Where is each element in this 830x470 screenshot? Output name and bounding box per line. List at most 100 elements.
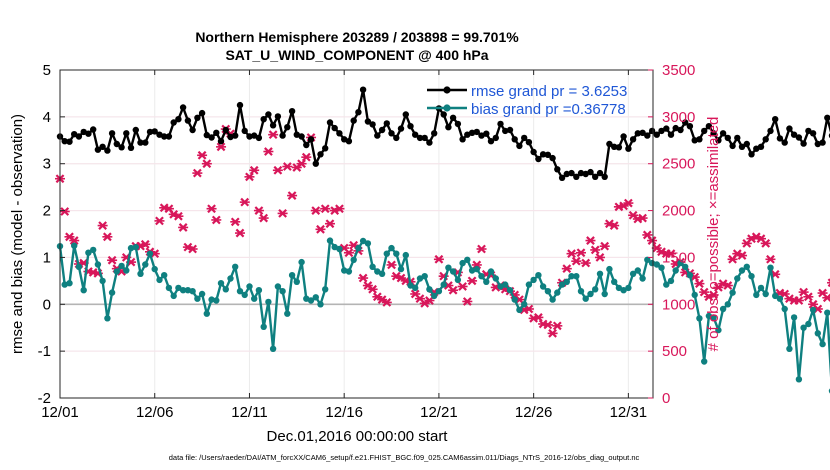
rmse-point bbox=[719, 130, 727, 137]
rmse-point bbox=[350, 117, 357, 124]
obs-point bbox=[230, 217, 241, 227]
obs-point bbox=[187, 244, 198, 254]
y-tick-label: -1 bbox=[38, 343, 51, 360]
rmse-point bbox=[322, 145, 329, 152]
obs-point bbox=[301, 152, 312, 162]
rmse-point bbox=[288, 108, 296, 115]
bias-point bbox=[66, 280, 73, 287]
bias-point bbox=[772, 292, 779, 300]
rmse-point bbox=[161, 133, 168, 140]
rmse-point bbox=[667, 131, 675, 138]
bias-point bbox=[629, 270, 637, 277]
rmse-point bbox=[506, 126, 514, 134]
bias-point bbox=[506, 287, 514, 294]
rmse-point bbox=[355, 109, 362, 116]
bias-point bbox=[336, 245, 343, 253]
rmse-point bbox=[170, 119, 177, 126]
bias-point bbox=[307, 297, 315, 304]
rmse-point bbox=[502, 127, 509, 135]
bias-point bbox=[653, 261, 660, 268]
x-tick-label: 12/06 bbox=[136, 404, 174, 421]
bias-point bbox=[691, 291, 698, 299]
bias-point bbox=[217, 280, 225, 287]
bias-point bbox=[397, 265, 405, 273]
obs-point bbox=[737, 251, 748, 260]
bias-point bbox=[364, 240, 372, 247]
rmse-point bbox=[530, 148, 537, 156]
y-tick-label: -2 bbox=[38, 390, 51, 407]
bias-point bbox=[710, 314, 717, 321]
bias-point bbox=[378, 270, 386, 277]
rmse-point bbox=[800, 140, 807, 147]
bias-point bbox=[435, 288, 443, 295]
rmse-point bbox=[383, 120, 390, 127]
bias-point bbox=[800, 324, 807, 331]
rmse-point bbox=[445, 124, 452, 131]
rmse-point bbox=[772, 116, 779, 123]
obs-point bbox=[102, 232, 113, 242]
rmse-point bbox=[336, 130, 343, 137]
rmse-point bbox=[364, 118, 372, 125]
rmse-point bbox=[146, 128, 154, 136]
y2-tick-label: 3500 bbox=[662, 62, 695, 79]
bias-point bbox=[71, 242, 78, 249]
bias-point bbox=[440, 281, 447, 288]
obs-point bbox=[320, 204, 331, 214]
rmse-point bbox=[61, 138, 68, 145]
bias-point bbox=[686, 272, 694, 279]
obs-point bbox=[708, 290, 719, 300]
rmse-point bbox=[269, 122, 277, 129]
rmse-point bbox=[274, 113, 282, 120]
rmse-point bbox=[241, 127, 248, 135]
bias-point bbox=[383, 250, 390, 257]
bias-point bbox=[573, 273, 580, 280]
rmse-point bbox=[184, 117, 192, 124]
y-tick-label: 5 bbox=[43, 62, 51, 79]
bias-point bbox=[322, 286, 329, 293]
bias-point bbox=[719, 305, 727, 313]
bias-point bbox=[781, 305, 788, 313]
rmse-point bbox=[359, 86, 367, 93]
y-axis-label: rmse and bias (model - observation) bbox=[9, 114, 26, 354]
bias-point bbox=[663, 281, 670, 288]
bias-point bbox=[577, 288, 585, 295]
rmse-point bbox=[265, 111, 272, 118]
bias-point bbox=[487, 268, 495, 275]
obs-point bbox=[566, 249, 577, 259]
bias-point bbox=[179, 287, 187, 294]
bias-point bbox=[359, 237, 367, 245]
bias-point bbox=[715, 326, 722, 334]
bias-point bbox=[421, 273, 428, 280]
rmse-point bbox=[492, 134, 499, 142]
rmse-point bbox=[307, 136, 315, 143]
bias-point bbox=[312, 294, 319, 301]
rmse-point bbox=[663, 125, 670, 132]
obs-point bbox=[211, 215, 222, 225]
bias-point bbox=[644, 256, 651, 263]
rmse-point bbox=[653, 131, 660, 138]
obs-point bbox=[263, 147, 274, 156]
bias-point bbox=[729, 289, 736, 296]
bias-point bbox=[75, 263, 83, 270]
bias-point bbox=[483, 278, 490, 285]
rmse-point bbox=[279, 132, 286, 139]
bias-point bbox=[824, 309, 830, 316]
rmse-point bbox=[521, 134, 528, 142]
y-tick-label: 0 bbox=[43, 296, 51, 313]
bias-point bbox=[118, 262, 125, 270]
rmse-point bbox=[421, 134, 428, 142]
bias-point bbox=[108, 289, 116, 296]
rmse-point bbox=[786, 125, 793, 132]
rmse-point bbox=[686, 123, 694, 130]
x-tick-label: 12/26 bbox=[515, 404, 553, 421]
obs-point bbox=[609, 221, 620, 230]
bias-point bbox=[492, 275, 499, 282]
rmse-point bbox=[568, 169, 575, 177]
bias-point bbox=[251, 295, 258, 302]
obs-point bbox=[381, 298, 392, 307]
rmse-point bbox=[620, 133, 627, 140]
bias-point bbox=[161, 272, 168, 279]
rmse-point bbox=[331, 124, 338, 132]
bias-point bbox=[473, 265, 480, 273]
rmse-point bbox=[416, 134, 424, 142]
